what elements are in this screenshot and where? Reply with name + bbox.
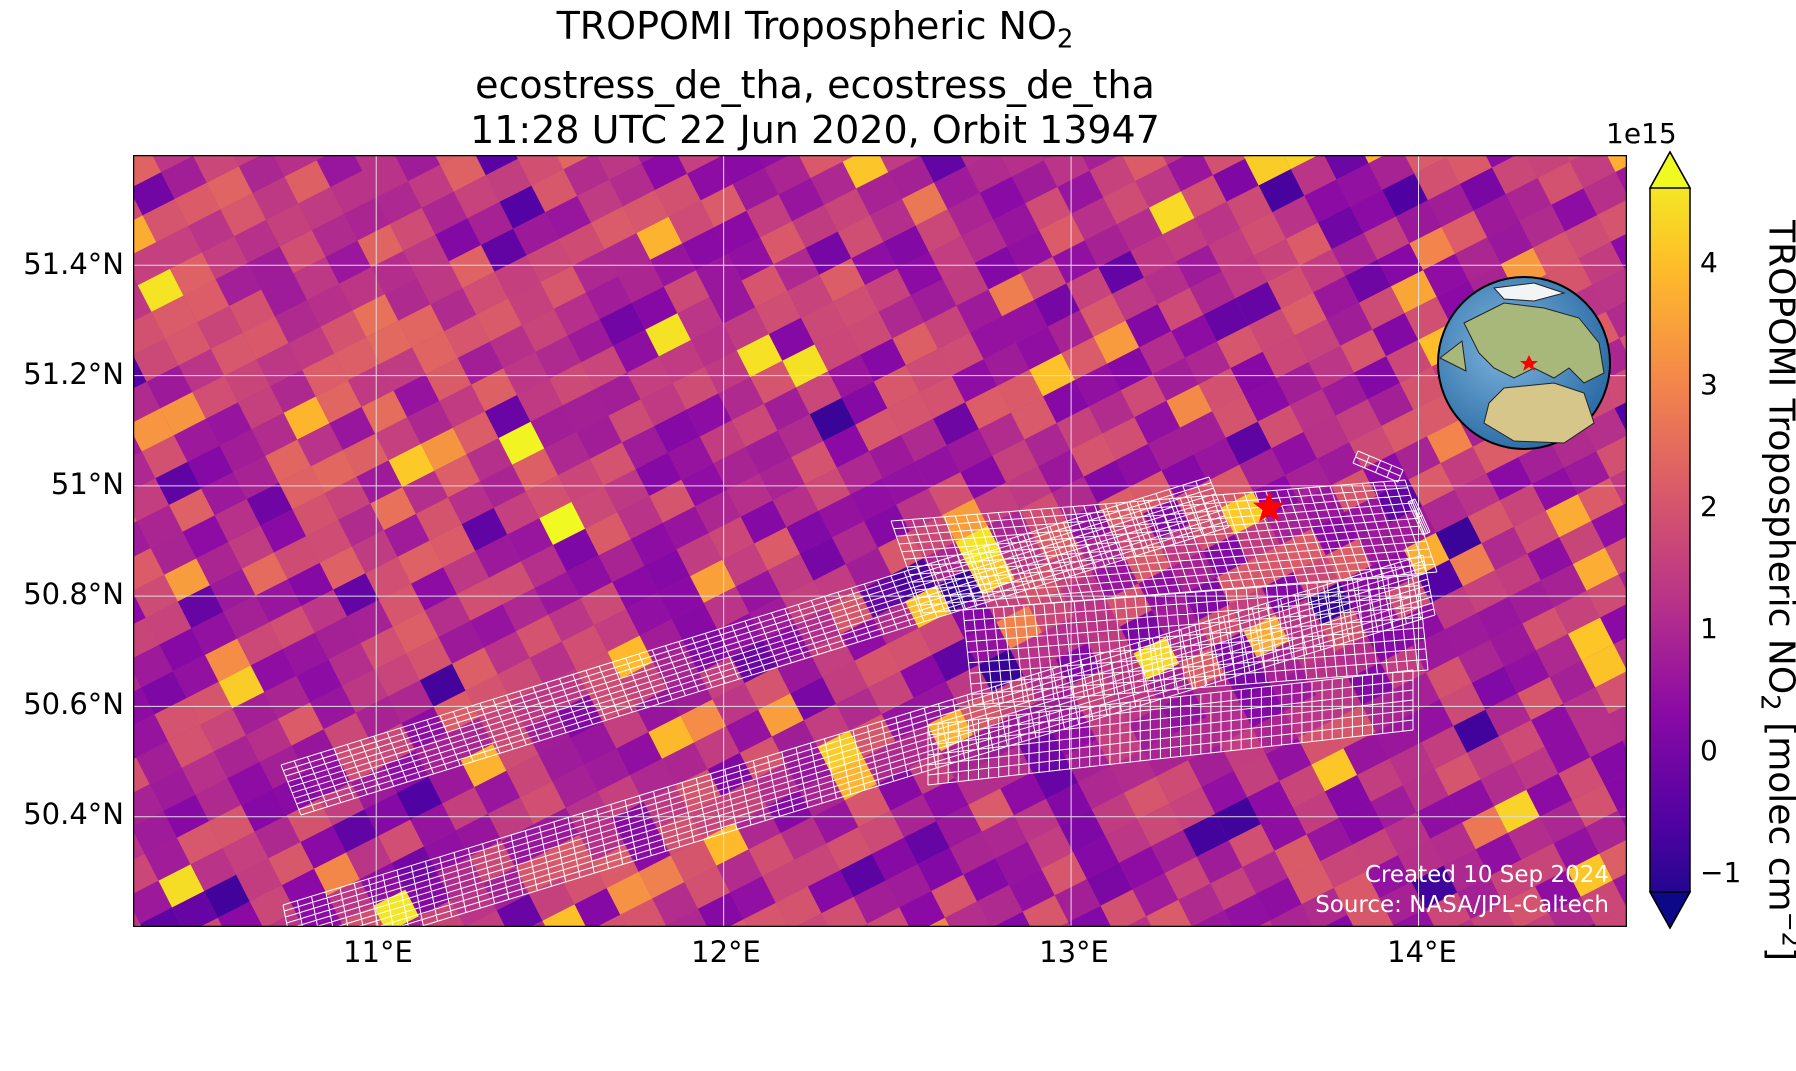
inset-globe [1438, 277, 1610, 449]
colorbar-tick-label: 1 [1700, 612, 1718, 645]
lat-tick-label: 51.2°N [0, 357, 124, 391]
source-credit: Source: NASA/JPL-Caltech [1315, 890, 1609, 920]
colorbar-extend-max [1650, 152, 1690, 188]
lat-tick-label: 50.8°N [0, 577, 124, 611]
lon-tick-label: 11°E [308, 935, 448, 969]
colorbar-tick-label: 3 [1700, 368, 1718, 401]
created-date: Created 10 Sep 2024 [1315, 860, 1609, 890]
title-line-3: 11:28 UTC 22 Jun 2020, Orbit 13947 [120, 108, 1510, 153]
credits: Created 10 Sep 2024 Source: NASA/JPL-Cal… [1315, 860, 1609, 920]
figure-title: TROPOMI Tropospheric NO2 ecostress_de_th… [120, 4, 1510, 153]
no2-pixel-layer [133, 155, 1627, 927]
title-line-1: TROPOMI Tropospheric NO2 [120, 4, 1510, 63]
colorbar-gradient [1650, 152, 1690, 928]
colorbar-label: TROPOMI Tropospheric NO2 [molec cm−2] [1749, 111, 1796, 1071]
colorbar-tick-label: 0 [1700, 734, 1718, 767]
lon-tick-label: 13°E [1004, 935, 1144, 969]
colorbar-tick-label: 2 [1700, 490, 1718, 523]
colorbar-exponent: 1e15 [1606, 117, 1677, 150]
colorbar-tick-label: 4 [1700, 246, 1718, 279]
no2-map [133, 155, 1627, 927]
lon-tick-label: 14°E [1352, 935, 1492, 969]
colorbar-extend-min [1650, 892, 1690, 928]
colorbar-tick-label: −1 [1700, 856, 1741, 889]
lat-tick-label: 50.4°N [0, 797, 124, 831]
lon-tick-label: 12°E [656, 935, 796, 969]
lat-tick-label: 51.4°N [0, 247, 124, 281]
lat-tick-label: 51°N [0, 467, 124, 501]
lat-tick-label: 50.6°N [0, 687, 124, 721]
colorbar [1648, 150, 1692, 930]
title-line-2: ecostress_de_tha, ecostress_de_tha [120, 63, 1510, 108]
